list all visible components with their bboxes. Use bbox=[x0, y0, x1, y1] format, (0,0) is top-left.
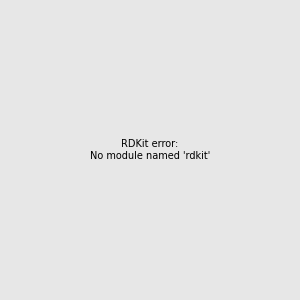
Text: RDKit error:
No module named 'rdkit': RDKit error: No module named 'rdkit' bbox=[90, 139, 210, 161]
